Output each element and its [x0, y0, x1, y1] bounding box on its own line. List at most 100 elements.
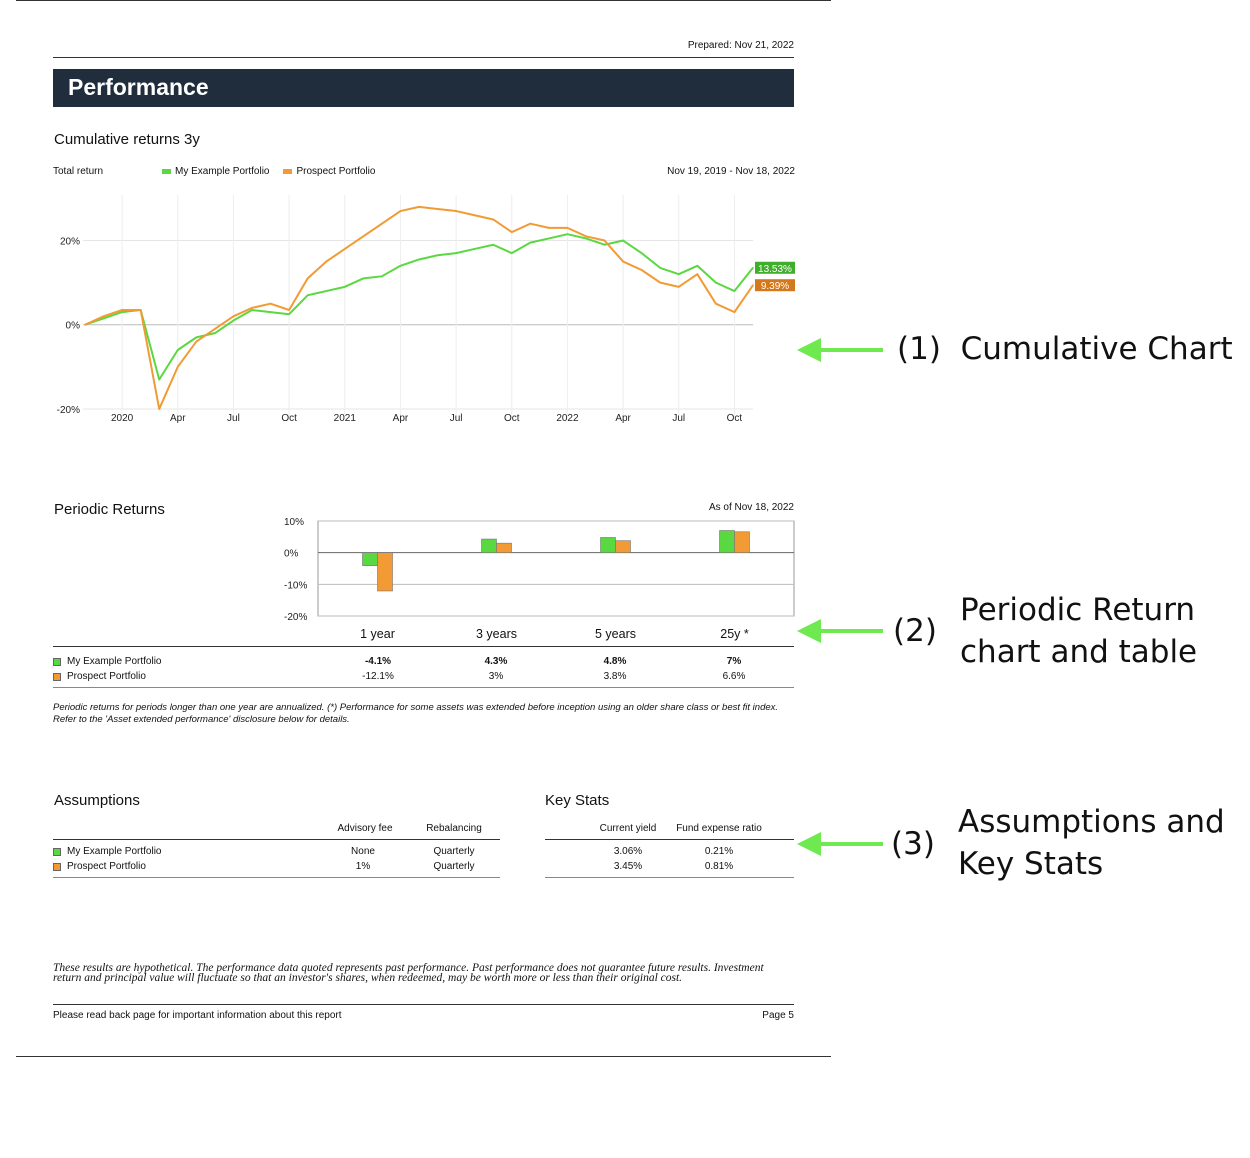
- x-tick-label: Oct: [281, 413, 297, 424]
- category-label: 1 year: [360, 627, 395, 641]
- table-cell: None: [351, 846, 375, 857]
- data-point: [214, 332, 216, 334]
- cumulative-legend: My Example Portfolio Prospect Portfolio: [162, 166, 375, 177]
- data-point: [492, 243, 495, 246]
- data-point: [399, 264, 402, 267]
- data-point: [325, 260, 328, 263]
- data-point: [640, 252, 643, 254]
- data-point: [752, 266, 754, 269]
- data-point: [715, 302, 717, 305]
- data-point: [158, 408, 161, 410]
- data-point: [288, 313, 290, 316]
- y-tick-label: 0%: [284, 549, 299, 560]
- periodic-note: Periodic returns for periods longer than…: [53, 702, 779, 725]
- data-point: [529, 222, 532, 225]
- keystats-rule-top: [545, 839, 794, 840]
- x-tick-label: Oct: [504, 413, 520, 424]
- y-tick-label: -20%: [284, 612, 307, 623]
- legend-label: My Example Portfolio: [175, 166, 270, 177]
- table-cell: 1%: [355, 861, 371, 872]
- annotation-3-line1: Assumptions and: [958, 804, 1225, 840]
- row-label: Prospect Portfolio: [67, 671, 146, 682]
- data-point: [566, 227, 569, 229]
- data-point: [343, 286, 346, 288]
- keystats-rule-bottom: [545, 877, 794, 878]
- x-tick-label: 2021: [334, 413, 357, 424]
- annotation-2-number: (2): [893, 613, 937, 649]
- data-point: [752, 284, 754, 286]
- data-point: [251, 309, 253, 311]
- data-point: [362, 277, 365, 280]
- bar: [481, 538, 497, 553]
- disclaimer: These results are hypothetical. The perf…: [53, 962, 764, 984]
- total-return-label: Total return: [53, 166, 104, 177]
- data-point: [176, 349, 179, 351]
- date-range: Nov 19, 2019 - Nov 18, 2022: [667, 166, 795, 177]
- table-cell: 0.81%: [704, 861, 734, 872]
- data-point: [232, 315, 235, 318]
- periodic-bar-chart: 10% 0% -10% -20% 1 year 3 years 5 years 25y *: [284, 517, 795, 641]
- row-label: My Example Portfolio: [67, 656, 162, 667]
- data-point: [603, 243, 606, 246]
- x-tick-label: Apr: [615, 413, 631, 424]
- table-cell: 7%: [726, 656, 742, 667]
- legend-swatch: [53, 862, 61, 871]
- table-cell: 0.21%: [704, 846, 734, 857]
- data-point: [158, 378, 161, 381]
- data-point: [436, 254, 439, 257]
- table-cell: 6.6%: [722, 671, 746, 682]
- data-point: [399, 210, 402, 212]
- end-value-label: 9.39%: [761, 281, 789, 292]
- col-header: Current yield: [599, 823, 657, 834]
- assumptions-rule-bottom: [53, 877, 500, 878]
- bar: [734, 531, 750, 553]
- data-point: [362, 235, 365, 238]
- data-point: [381, 222, 383, 225]
- y-tick-label: -20%: [57, 405, 80, 416]
- table-row: Prospect Portfolio: [53, 861, 146, 872]
- keystats-title: Key Stats: [545, 792, 610, 809]
- prepared-date: Prepared: Nov 21, 2022: [687, 40, 794, 51]
- y-tick-label: 10%: [284, 517, 304, 528]
- category-label: 25y *: [720, 627, 749, 641]
- category-label: 5 years: [595, 627, 636, 641]
- data-point: [733, 311, 736, 313]
- data-point: [677, 273, 680, 276]
- data-point: [418, 206, 420, 208]
- x-tick-label: 2022: [556, 413, 579, 424]
- x-tick-label: 2020: [111, 413, 134, 424]
- as-of-date: As of Nov 18, 2022: [708, 502, 794, 513]
- data-point: [715, 281, 717, 284]
- legend-swatch: [283, 169, 293, 174]
- data-point: [102, 317, 105, 320]
- data-point: [121, 311, 123, 313]
- periodic-title: Periodic Returns: [54, 501, 165, 518]
- data-point: [84, 323, 86, 326]
- table-row: My Example Portfolio: [53, 846, 161, 857]
- periodic-rule-bottom: [53, 687, 794, 688]
- x-tick-label: Apr: [393, 413, 409, 424]
- end-value-label: 13.53%: [758, 264, 792, 275]
- data-point: [603, 239, 606, 242]
- legend-swatch: [53, 847, 61, 856]
- data-point: [529, 241, 532, 244]
- data-point: [492, 218, 495, 221]
- data-point: [214, 328, 216, 330]
- data-point: [102, 315, 105, 318]
- table-cell: -4.1%: [364, 656, 392, 667]
- data-point: [306, 294, 309, 297]
- data-point: [659, 267, 662, 269]
- table-cell: 4.8%: [603, 656, 627, 667]
- data-point: [288, 309, 290, 311]
- bar: [719, 530, 735, 553]
- end-value-badge: [755, 279, 795, 292]
- data-point: [251, 307, 253, 309]
- table-cell: -12.1%: [362, 671, 394, 682]
- data-point: [176, 366, 179, 368]
- data-point: [455, 252, 457, 254]
- data-point: [195, 340, 198, 343]
- col-header: Rebalancing: [426, 823, 482, 834]
- x-tick-label: Oct: [727, 413, 743, 424]
- data-point: [418, 258, 420, 261]
- annotation-2-line2: chart and table: [960, 634, 1198, 670]
